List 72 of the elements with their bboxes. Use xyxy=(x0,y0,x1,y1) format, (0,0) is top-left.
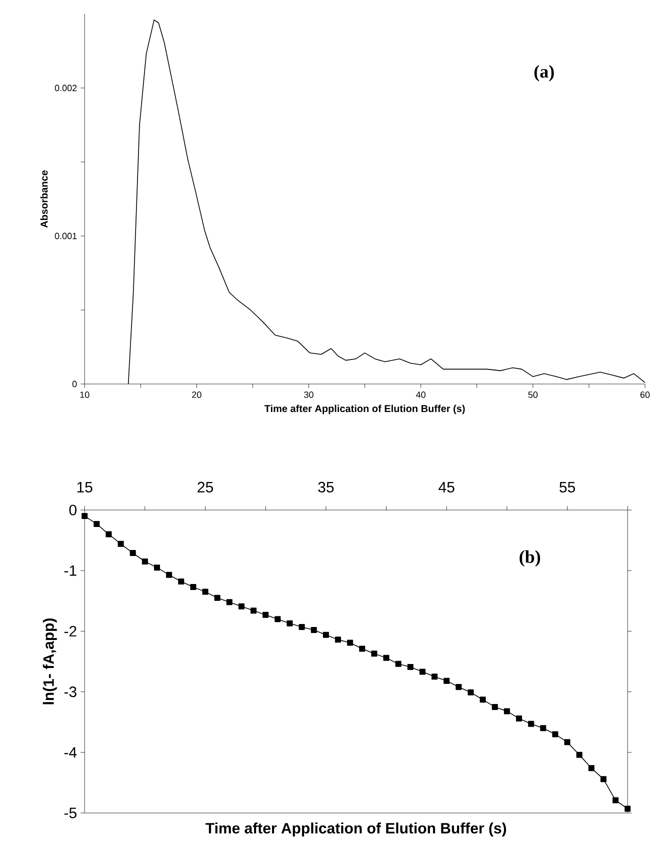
annotation: (a) xyxy=(534,65,554,82)
point xyxy=(588,765,594,772)
point xyxy=(238,603,244,610)
point xyxy=(130,550,136,556)
point xyxy=(322,632,329,638)
point xyxy=(166,572,172,578)
point xyxy=(432,674,438,680)
point xyxy=(154,564,160,571)
x-axis-title: Time after Application of Elution Buffer (s) xyxy=(206,822,506,837)
point xyxy=(395,660,402,667)
point xyxy=(335,636,342,643)
y-tick-label: -1 xyxy=(64,565,76,576)
point xyxy=(214,594,220,601)
x-tick-label: 15 xyxy=(77,482,92,492)
y-tick-label: 0.002 xyxy=(54,84,77,92)
y-tick-label: -5 xyxy=(64,808,76,818)
point xyxy=(178,578,184,585)
point xyxy=(576,752,582,758)
point xyxy=(552,731,558,738)
point xyxy=(419,668,426,675)
point xyxy=(250,608,257,614)
point xyxy=(371,650,378,657)
point xyxy=(118,540,124,547)
y-tick-label: -3 xyxy=(64,686,76,698)
annotation: (b) xyxy=(520,550,540,567)
point xyxy=(564,739,570,746)
x-tick-label: 25 xyxy=(198,482,213,492)
point xyxy=(407,664,414,670)
point xyxy=(624,806,631,812)
point xyxy=(347,640,354,646)
point xyxy=(190,584,196,590)
x-axis-title: Time after Application of Elution Buffer (s) xyxy=(264,404,465,414)
point xyxy=(359,646,366,652)
y-tick-label: 0.001 xyxy=(54,232,77,240)
x-tick-label: 30 xyxy=(304,392,314,398)
x-tick-label: 55 xyxy=(560,482,575,492)
y-tick-label: -4 xyxy=(64,747,77,758)
point xyxy=(383,654,390,661)
y-tick-label: 0 xyxy=(72,380,77,388)
point xyxy=(456,684,462,690)
x-tick-label: 50 xyxy=(528,392,538,398)
point xyxy=(106,531,112,538)
point xyxy=(468,689,474,696)
point xyxy=(612,797,619,804)
point xyxy=(262,612,269,618)
point xyxy=(226,599,232,606)
point xyxy=(600,776,606,782)
point xyxy=(504,708,510,714)
point xyxy=(540,725,546,732)
point xyxy=(142,558,148,565)
point xyxy=(202,588,208,595)
point xyxy=(94,520,100,527)
y-axis-title: ln(1- fA,app) xyxy=(42,618,57,704)
point xyxy=(298,624,305,630)
x-tick-label: 20 xyxy=(192,392,202,398)
y-axis-title: Absorbance xyxy=(40,170,48,228)
x-tick-label: 40 xyxy=(416,392,426,398)
y-tick-label: -2 xyxy=(64,626,76,636)
point xyxy=(516,715,522,722)
point xyxy=(310,626,317,633)
point xyxy=(286,620,293,626)
x-tick-label: 35 xyxy=(318,482,334,492)
y-tick-label: 0 xyxy=(69,504,76,516)
point xyxy=(528,720,534,727)
x-tick-label: 45 xyxy=(438,482,454,492)
point xyxy=(444,678,450,684)
x-tick-label: 10 xyxy=(80,392,90,398)
x-tick-label: 60 xyxy=(640,392,650,398)
point xyxy=(274,616,281,622)
point xyxy=(82,513,88,520)
point xyxy=(480,696,486,703)
point xyxy=(492,704,498,710)
